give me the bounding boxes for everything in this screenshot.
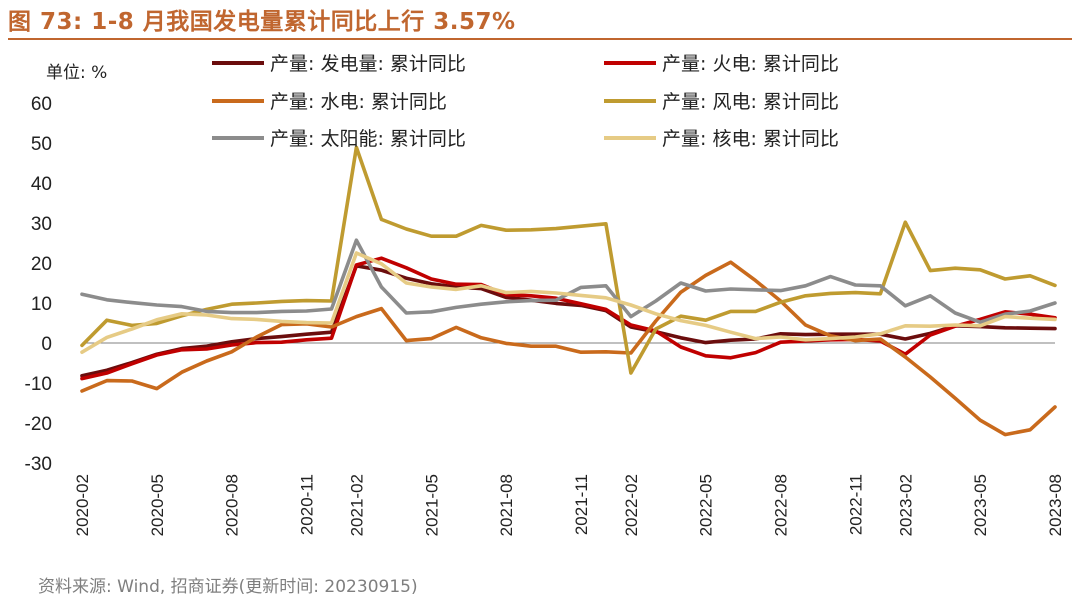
source-note: 资料来源: Wind, 招商证券(更新时间: 20230915) [38,577,418,597]
x-tick-label: 2022-11 [846,474,865,535]
series-line-0 [80,264,1057,378]
series-line-3 [80,145,1057,375]
y-tick-label: 60 [31,94,52,115]
x-tick-label: 2023-05 [971,474,990,536]
legend-label-3: 产量: 风电: 累计同比 [662,91,839,113]
title-divider [8,38,1072,40]
legend-label-4: 产量: 太阳能: 累计同比 [270,128,466,150]
x-tick-label: 2021-02 [347,474,366,536]
chart-title: 图 73: 1-8 月我国发电量累计同比上行 3.57% [8,9,516,35]
x-tick-label: 2022-05 [697,474,716,536]
x-tick-label: 2021-11 [572,474,591,535]
y-tick-label: -30 [25,454,52,475]
series-line-4 [80,238,1057,324]
x-tick-label: 2021-08 [497,474,516,536]
x-tick-label: 2022-02 [622,474,641,536]
y-tick-label: -20 [25,414,52,435]
x-tick-label: 2020-08 [223,474,242,536]
x-tick-label: 2020-05 [148,474,167,536]
legend-label-2: 产量: 水电: 累计同比 [270,91,447,113]
y-tick-label: 10 [31,294,52,315]
x-tick-label: 2020-11 [298,474,317,535]
legend-label-5: 产量: 核电: 累计同比 [662,128,839,150]
y-tick-label: -10 [25,374,52,395]
series-line-2 [80,260,1057,437]
x-tick-label: 2023-02 [896,474,915,536]
y-tick-label: 30 [31,214,52,235]
y-tick-label: 40 [31,174,52,195]
series-line-5 [80,251,1057,354]
y-tick-label: 20 [31,254,52,275]
series-layer [80,145,1057,437]
x-tick-label: 2023-08 [1046,474,1065,536]
axis-layer: -30 -20 -10 0 10 20 30 40 50 60 2020-02 2020-05 2020… [25,94,1065,536]
y-tick-label: 50 [31,134,52,155]
legend-label-0: 产量: 发电量: 累计同比 [270,53,466,75]
y-tick-label: 0 [41,334,52,355]
unit-label: 单位: % [46,63,108,83]
x-tick-label: 2021-05 [422,474,441,536]
x-tick-label: 2020-02 [73,474,92,536]
x-tick-label: 2022-08 [772,474,791,536]
legend-label-1: 产量: 火电: 累计同比 [662,53,839,75]
